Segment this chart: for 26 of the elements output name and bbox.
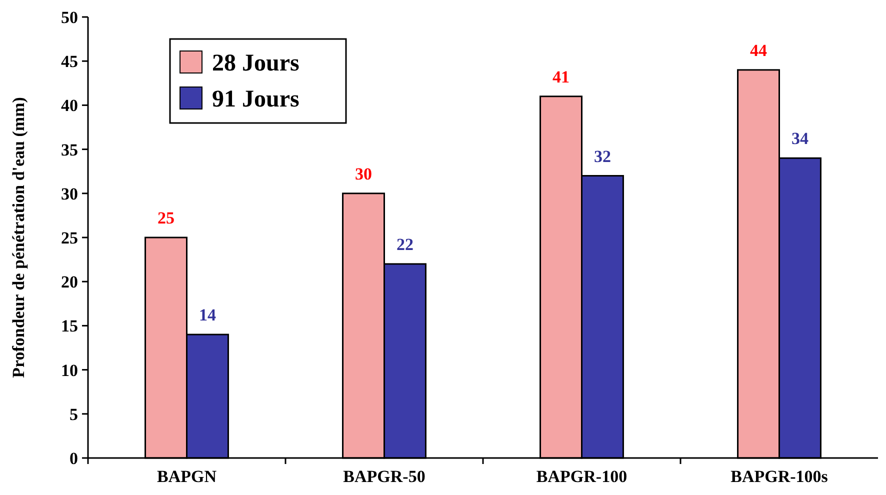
- data-label: 30: [355, 164, 372, 184]
- x-tick-label: BAPGN: [157, 467, 218, 486]
- y-tick-label: 25: [61, 228, 78, 248]
- data-label: 25: [158, 208, 175, 228]
- x-tick-label: BAPGR-50: [343, 467, 426, 486]
- y-axis-title: Profondeur de pénétration d'eau (mm): [9, 97, 28, 378]
- y-tick-label: 45: [61, 52, 78, 72]
- y-tick-label: 35: [61, 140, 78, 160]
- data-label: 34: [791, 129, 809, 148]
- y-tick-label: 20: [61, 272, 78, 292]
- y-tick-label: 10: [61, 360, 78, 380]
- x-tick-label: BAPGR-100s: [730, 467, 828, 486]
- data-label: 44: [750, 40, 768, 60]
- y-tick-label: 5: [70, 404, 78, 424]
- y-tick-label: 0: [70, 448, 78, 468]
- data-label: 14: [198, 306, 216, 325]
- y-tick-label: 30: [61, 184, 78, 204]
- data-label: 22: [396, 234, 414, 254]
- data-label: 32: [594, 146, 611, 166]
- x-tick-label: BAPGR-100: [536, 467, 628, 486]
- y-tick-label: 40: [61, 96, 78, 116]
- y-tick-label: 50: [61, 8, 78, 27]
- data-label: 41: [552, 67, 570, 86]
- y-tick-label: 15: [61, 316, 78, 336]
- legend-label: 28 Jours: [212, 50, 300, 76]
- legend-label: 91 Jours: [212, 86, 300, 112]
